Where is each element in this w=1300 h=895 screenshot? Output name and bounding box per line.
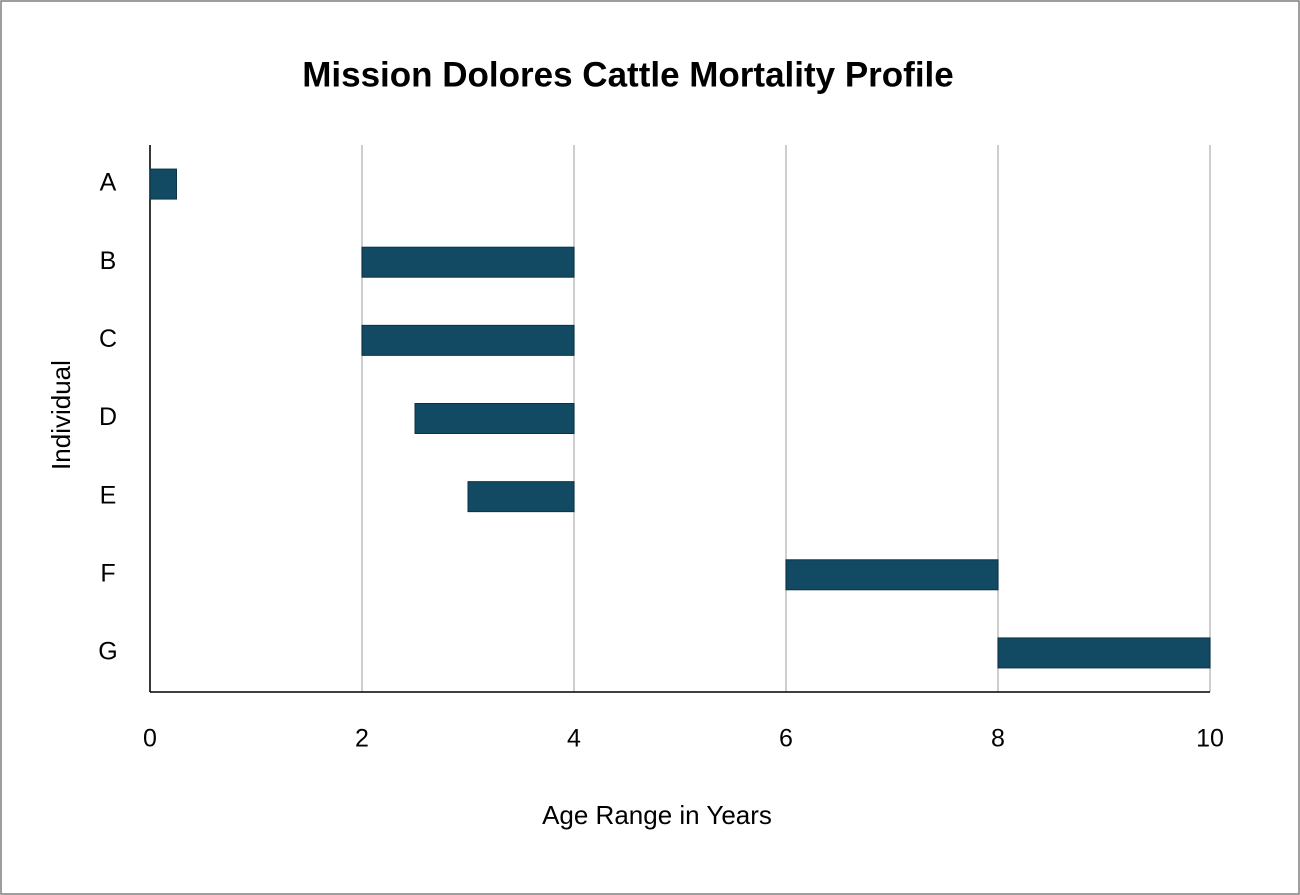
bar	[361, 324, 575, 356]
bar	[361, 246, 575, 278]
y-tick-label: G	[98, 638, 117, 666]
x-tick-label: 10	[1196, 725, 1224, 753]
x-tick-label: 4	[567, 725, 581, 753]
y-tick-label: E	[100, 481, 117, 509]
bar	[467, 481, 575, 513]
bar	[785, 559, 999, 591]
chart-title: Mission Dolores Cattle Mortality Profile	[302, 55, 954, 94]
y-tick-label: A	[100, 169, 117, 197]
x-tick-label: 6	[779, 725, 793, 753]
x-tick-label: 2	[355, 725, 369, 753]
x-tick-label: 8	[991, 725, 1005, 753]
y-tick-label: B	[100, 247, 117, 275]
bar	[149, 168, 177, 200]
x-axis-label: Age Range in Years	[542, 800, 772, 830]
x-tick-label: 0	[143, 725, 157, 753]
y-tick-label: F	[100, 559, 115, 587]
bar	[414, 403, 575, 434]
bar	[997, 637, 1211, 669]
y-tick-label: C	[99, 325, 117, 353]
y-axis-label: Individual	[46, 360, 76, 470]
y-tick-label: D	[99, 403, 117, 431]
